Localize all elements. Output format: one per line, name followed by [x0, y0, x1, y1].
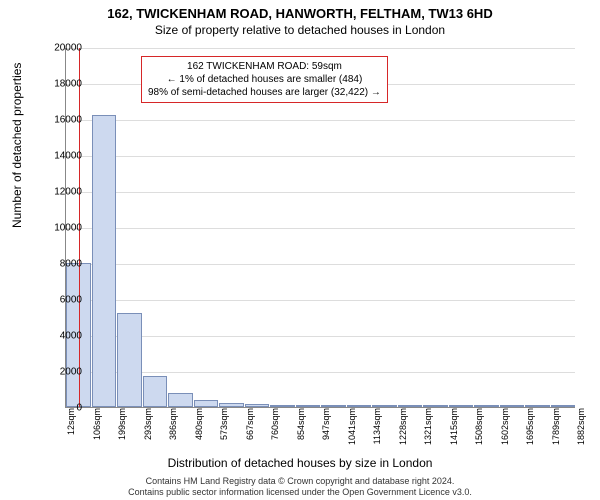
- x-tick-label: 1415sqm: [449, 408, 454, 445]
- x-tick-label: 667sqm: [245, 408, 250, 440]
- histogram-bar: [398, 405, 422, 407]
- x-tick-label: 106sqm: [92, 408, 97, 440]
- histogram-bar: [551, 405, 575, 407]
- y-tick-label: 16000: [37, 115, 82, 126]
- x-tick-label: 1228sqm: [398, 408, 403, 445]
- gridline: [66, 192, 575, 193]
- histogram-bar: [143, 376, 167, 407]
- histogram-bar: [423, 405, 448, 407]
- footer-line2: Contains public sector information licen…: [0, 487, 600, 498]
- y-tick-label: 12000: [37, 187, 82, 198]
- footer-line1: Contains HM Land Registry data © Crown c…: [0, 476, 600, 487]
- x-tick-label: 1508sqm: [474, 408, 479, 445]
- plot-area: 12sqm106sqm199sqm293sqm386sqm480sqm573sq…: [65, 48, 575, 408]
- histogram-bar: [219, 403, 244, 407]
- x-tick-label: 1695sqm: [525, 408, 530, 445]
- gridline: [66, 48, 575, 49]
- gridline: [66, 300, 575, 301]
- x-tick-label: 1041sqm: [347, 408, 352, 445]
- x-tick-label: 199sqm: [117, 408, 122, 440]
- histogram-bar: [168, 393, 193, 407]
- y-tick-label: 18000: [37, 79, 82, 90]
- histogram-bar: [194, 400, 218, 407]
- gridline: [66, 120, 575, 121]
- gridline: [66, 372, 575, 373]
- histogram-bar: [270, 405, 295, 407]
- y-tick-label: 10000: [37, 223, 82, 234]
- histogram-bar: [347, 405, 371, 407]
- x-tick-label: 1134sqm: [372, 408, 377, 444]
- gridline: [66, 336, 575, 337]
- page-title: 162, TWICKENHAM ROAD, HANWORTH, FELTHAM,…: [0, 0, 600, 21]
- histogram-bar: [321, 405, 346, 407]
- histogram-bar: [117, 313, 142, 407]
- x-tick-label: 760sqm: [270, 408, 275, 440]
- y-tick-label: 0: [37, 403, 82, 414]
- histogram-bar: [245, 404, 269, 407]
- histogram-bar: [500, 405, 524, 407]
- annotation-box: 162 TWICKENHAM ROAD: 59sqm← 1% of detach…: [141, 56, 388, 103]
- histogram-bar: [449, 405, 473, 407]
- x-tick-label: 1882sqm: [576, 408, 581, 445]
- histogram-bar: [92, 115, 116, 407]
- y-tick-label: 4000: [37, 331, 82, 342]
- x-tick-label: 480sqm: [194, 408, 199, 440]
- y-tick-label: 20000: [37, 43, 82, 54]
- chart-container: 12sqm106sqm199sqm293sqm386sqm480sqm573sq…: [65, 48, 575, 408]
- histogram-bar: [372, 405, 397, 407]
- y-axis-label: Number of detached properties: [10, 63, 24, 228]
- footer: Contains HM Land Registry data © Crown c…: [0, 476, 600, 499]
- histogram-bar: [296, 405, 320, 407]
- histogram-bar: [525, 405, 550, 407]
- x-tick-label: 1789sqm: [551, 408, 556, 445]
- y-tick-label: 6000: [37, 295, 82, 306]
- x-tick-label: 1321sqm: [423, 408, 428, 445]
- gridline: [66, 156, 575, 157]
- page-subtitle: Size of property relative to detached ho…: [0, 21, 600, 37]
- x-tick-label: 947sqm: [321, 408, 326, 440]
- x-tick-label: 1602sqm: [500, 408, 505, 445]
- y-tick-label: 2000: [37, 367, 82, 378]
- annotation-line: 162 TWICKENHAM ROAD: 59sqm: [148, 60, 381, 73]
- annotation-line: 98% of semi-detached houses are larger (…: [148, 86, 381, 99]
- x-tick-label: 854sqm: [296, 408, 301, 440]
- x-axis-label: Distribution of detached houses by size …: [0, 456, 600, 470]
- x-tick-label: 386sqm: [168, 408, 173, 440]
- gridline: [66, 228, 575, 229]
- gridline: [66, 264, 575, 265]
- annotation-line: ← 1% of detached houses are smaller (484…: [148, 73, 381, 86]
- x-tick-label: 293sqm: [143, 408, 148, 440]
- y-tick-label: 8000: [37, 259, 82, 270]
- y-tick-label: 14000: [37, 151, 82, 162]
- histogram-bar: [474, 405, 499, 407]
- x-tick-label: 573sqm: [219, 408, 224, 440]
